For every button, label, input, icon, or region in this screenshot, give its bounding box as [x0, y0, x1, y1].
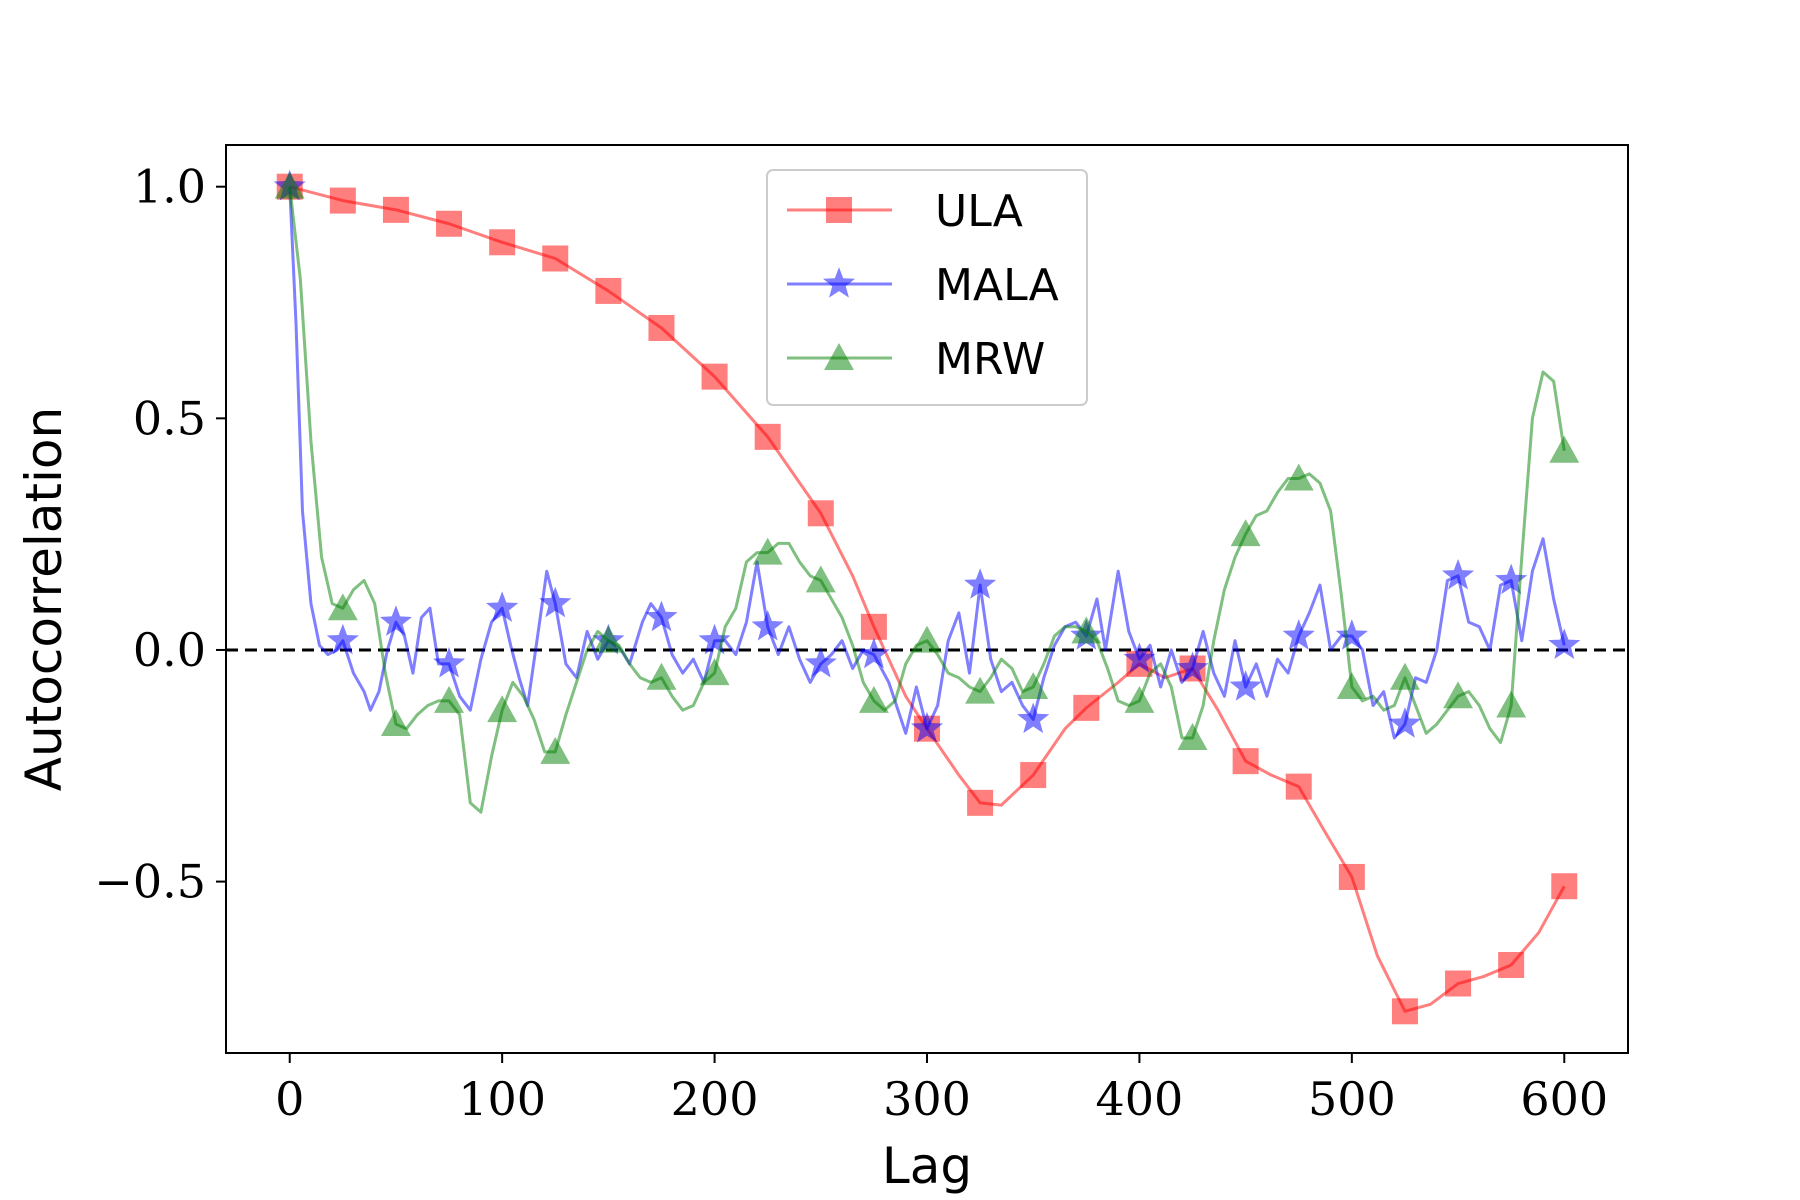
data-point-mrw: [1549, 435, 1580, 463]
data-point-mrw: [593, 625, 624, 653]
data-point-mrw: [1124, 685, 1155, 713]
x-tick-label: 0: [275, 1072, 304, 1126]
data-point-mrw: [274, 171, 305, 199]
data-point-mala: [432, 646, 466, 678]
data-point-mala: [964, 568, 997, 599]
data-point-mala: [326, 623, 359, 655]
data-point-ula: [489, 229, 516, 256]
data-point-mala: [645, 600, 678, 632]
data-point-ula: [1073, 694, 1100, 721]
data-point-mrw: [1071, 616, 1102, 644]
data-point-mrw: [1443, 681, 1474, 709]
data-point-mala: [1441, 558, 1475, 590]
x-tick-label: 100: [458, 1072, 546, 1126]
axis-ticks: 0 100 200 300 400 500 600 −0.5 0.0 0.5 1.0: [94, 160, 1608, 1126]
data-point-ula: [1338, 863, 1365, 890]
legend-item-ula: ULA: [787, 186, 1023, 237]
data-point-mrw: [380, 709, 411, 737]
data-point-mala: [539, 586, 572, 618]
data-point-mala: [857, 637, 890, 669]
series-mrw: [274, 171, 1580, 814]
data-point-mala: [1335, 619, 1368, 650]
data-point-ula: [860, 613, 887, 640]
data-point-ula: [701, 363, 728, 390]
data-point-mrw: [1390, 662, 1420, 690]
data-point-mala: [804, 646, 837, 678]
data-point-ula: [1391, 998, 1418, 1025]
data-point-ula: [754, 423, 781, 450]
data-point-mrw: [1336, 672, 1367, 699]
data-point-ula: [1551, 873, 1578, 900]
legend: ULA MALA MRW: [766, 169, 1088, 406]
data-point-mala: [698, 623, 731, 655]
data-point-ula: [1232, 748, 1259, 775]
data-point-mrw: [327, 593, 358, 621]
data-point-mala: [486, 591, 519, 622]
data-point-mrw: [1018, 672, 1049, 699]
axes-frame: [225, 144, 1629, 1054]
data-point-mrw: [1283, 463, 1314, 491]
data-point-mrw: [1177, 723, 1208, 750]
data-point-mala: [1017, 702, 1050, 734]
plot-area: [226, 169, 1628, 1025]
data-point-mrw: [646, 662, 677, 690]
legend-marker-mala: [822, 267, 856, 298]
legend-item-mala: MALA: [787, 260, 1059, 311]
series-line-ula: [289, 185, 1566, 1013]
data-point-mrw: [434, 685, 464, 713]
x-axis-label: Lag: [882, 1137, 972, 1195]
legend-label-mala: MALA: [935, 260, 1059, 311]
data-point-mrw: [540, 736, 571, 764]
data-point-mala: [910, 711, 944, 743]
series-ula: [276, 173, 1578, 1025]
legend-label-ula: ULA: [935, 186, 1023, 237]
data-point-ula: [807, 500, 834, 527]
data-point-ula: [648, 314, 675, 341]
data-point-mala: [1229, 670, 1262, 701]
data-point-mrw: [858, 685, 889, 713]
legend-marker-ula: [826, 197, 852, 223]
data-point-ula: [1020, 762, 1047, 789]
y-tick-label: 0.5: [133, 391, 206, 445]
data-point-mrw: [965, 676, 996, 704]
data-point-mala: [379, 605, 413, 636]
x-tick-label: 300: [883, 1072, 971, 1126]
data-point-ula: [595, 277, 622, 304]
x-tick-label: 500: [1308, 1072, 1396, 1126]
legend-marker-mrw: [824, 343, 854, 370]
data-point-mala: [1548, 628, 1581, 659]
data-point-ula: [542, 245, 569, 272]
data-point-mrw: [1230, 519, 1261, 547]
y-tick-label: 1.0: [133, 160, 206, 214]
x-tick-label: 600: [1520, 1072, 1608, 1126]
data-point-ula: [1445, 970, 1472, 997]
y-axis-label: Autocorrelation: [15, 407, 73, 791]
data-point-mala: [1282, 619, 1315, 650]
data-point-mrw: [752, 537, 783, 565]
data-point-mala: [1123, 642, 1156, 673]
data-point-ula: [329, 187, 356, 214]
legend-box: [766, 169, 1088, 406]
data-point-ula: [967, 789, 994, 816]
data-point-mala: [1495, 563, 1528, 595]
y-tick-label: −0.5: [94, 855, 206, 909]
data-point-mala: [1176, 651, 1209, 683]
data-point-mrw: [912, 625, 942, 653]
data-point-ula: [382, 196, 409, 223]
data-point-mrw: [805, 565, 836, 593]
data-point-mrw: [1496, 690, 1527, 718]
data-point-ula: [1498, 951, 1525, 978]
x-tick-label: 400: [1096, 1072, 1184, 1126]
data-point-mrw: [487, 695, 518, 723]
data-point-mala: [1388, 707, 1422, 738]
data-point-ula: [436, 210, 463, 237]
legend-item-mrw: MRW: [787, 334, 1045, 385]
legend-label-mrw: MRW: [935, 334, 1045, 385]
data-point-ula: [1285, 773, 1312, 800]
x-tick-label: 200: [671, 1072, 759, 1126]
data-point-mala: [751, 609, 784, 641]
data-point-mrw: [699, 658, 730, 686]
y-tick-label: 0.0: [133, 623, 206, 677]
